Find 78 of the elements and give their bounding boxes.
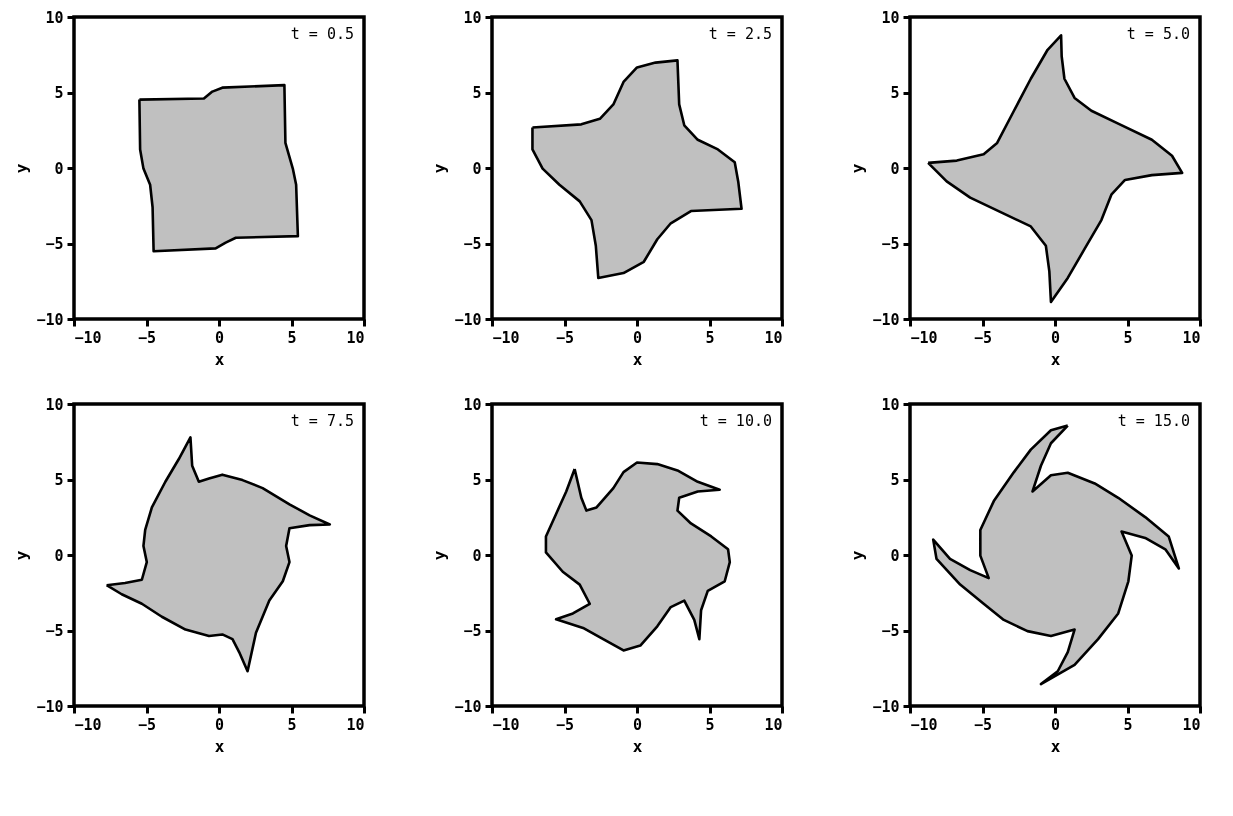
x-axis-title: x [632, 349, 643, 369]
y-tick-label: 10 [463, 8, 482, 27]
y-tick-label: 0 [472, 159, 482, 178]
y-axis-title: y [12, 163, 32, 174]
x-tick-label: 10 [1182, 328, 1201, 347]
x-tick-label: −5 [555, 328, 575, 347]
annotation: t = 5.0 [1126, 25, 1190, 43]
y-tick-label: −5 [881, 622, 900, 640]
x-tick-label: −5 [555, 715, 575, 734]
x-axis-title: x [632, 736, 643, 756]
y-tick-label: 0 [54, 546, 64, 565]
x-axis-title: x [214, 736, 225, 756]
y-tick-label: 0 [890, 546, 900, 565]
x-tick-label: 10 [764, 328, 783, 347]
x-tick-label: 5 [705, 715, 715, 734]
x-tick-label: −5 [973, 715, 993, 734]
x-axis-title: x [1050, 736, 1061, 756]
y-tick-label: 0 [54, 159, 64, 178]
y-tick-label: −10 [36, 697, 64, 716]
annotation: t = 7.5 [290, 412, 354, 430]
x-tick-label: 0 [632, 715, 643, 734]
y-tick-label: 0 [890, 159, 900, 178]
x-tick-label: 5 [705, 328, 715, 347]
y-tick-label: 10 [45, 8, 64, 27]
x-axis-title: x [214, 349, 225, 369]
x-tick-label: 0 [1050, 328, 1061, 347]
y-tick-label: 5 [472, 84, 482, 102]
y-axis-title: y [12, 550, 32, 561]
y-tick-label: −10 [36, 310, 64, 329]
x-tick-label: −5 [137, 328, 157, 347]
y-tick-label: −5 [45, 235, 64, 253]
y-axis-title: y [430, 163, 450, 174]
y-tick-label: −5 [463, 622, 482, 640]
x-tick-label: 0 [214, 328, 225, 347]
annotation: t = 15.0 [1117, 412, 1190, 430]
x-tick-label: −10 [74, 328, 102, 347]
x-tick-label: −10 [492, 328, 520, 347]
y-axis-title: y [848, 550, 868, 561]
x-tick-label: −10 [910, 715, 938, 734]
y-tick-label: 10 [881, 395, 900, 414]
x-tick-label: −5 [973, 328, 993, 347]
annotation: t = 2.5 [708, 25, 772, 43]
y-tick-label: 5 [54, 84, 64, 102]
y-axis-title: y [848, 163, 868, 174]
y-tick-label: 10 [45, 395, 64, 414]
x-tick-label: 0 [214, 715, 225, 734]
x-tick-label: 5 [1123, 715, 1133, 734]
y-tick-label: 10 [881, 8, 900, 27]
y-tick-label: 10 [463, 395, 482, 414]
x-tick-label: −10 [492, 715, 520, 734]
x-axis-title: x [1050, 349, 1061, 369]
x-tick-label: 5 [287, 328, 297, 347]
x-tick-label: −10 [74, 715, 102, 734]
y-tick-label: 0 [472, 546, 482, 565]
y-tick-label: 5 [472, 471, 482, 489]
x-tick-label: 10 [1182, 715, 1201, 734]
x-tick-label: 5 [1123, 328, 1133, 347]
annotation: t = 10.0 [699, 412, 772, 430]
x-tick-label: −5 [137, 715, 157, 734]
x-tick-label: 10 [764, 715, 783, 734]
x-tick-label: 10 [346, 328, 365, 347]
annotation: t = 0.5 [290, 25, 354, 43]
x-tick-label: 10 [346, 715, 365, 734]
y-tick-label: 5 [54, 471, 64, 489]
y-tick-label: −5 [45, 622, 64, 640]
y-tick-label: −5 [463, 235, 482, 253]
y-tick-label: −10 [872, 697, 900, 716]
y-tick-label: −5 [881, 235, 900, 253]
y-tick-label: −10 [454, 697, 482, 716]
x-tick-label: 5 [287, 715, 297, 734]
y-tick-label: −10 [872, 310, 900, 329]
y-tick-label: 5 [890, 84, 900, 102]
x-tick-label: 0 [632, 328, 643, 347]
y-tick-label: 5 [890, 471, 900, 489]
x-tick-label: −10 [910, 328, 938, 347]
y-axis-title: y [430, 550, 450, 561]
y-tick-label: −10 [454, 310, 482, 329]
x-tick-label: 0 [1050, 715, 1061, 734]
